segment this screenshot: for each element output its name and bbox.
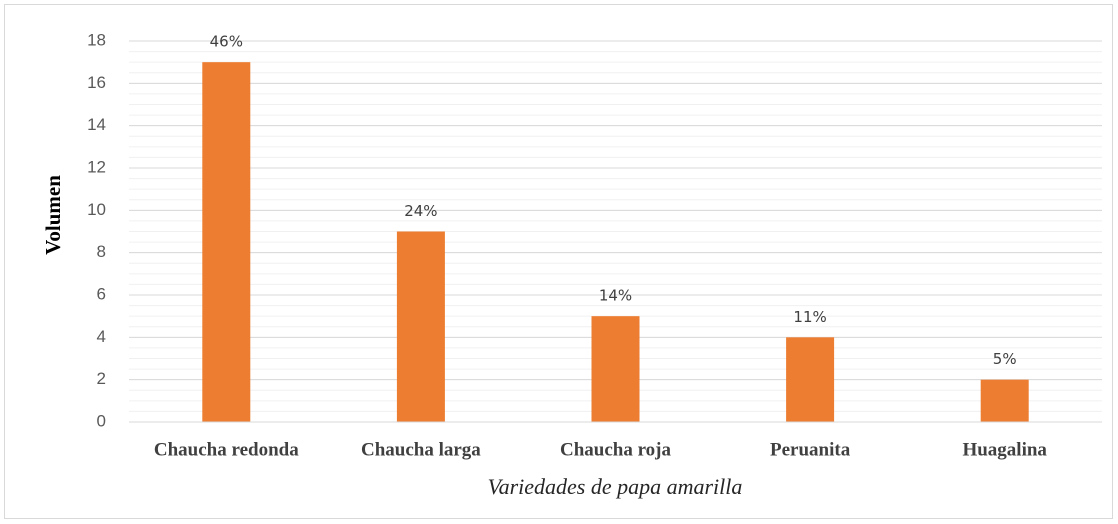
x-axis-title: Variedades de papa amarilla bbox=[488, 474, 743, 499]
y-tick-label: 12 bbox=[87, 157, 106, 176]
y-tick-label: 18 bbox=[87, 30, 106, 49]
bar bbox=[396, 231, 445, 422]
y-tick-label: 14 bbox=[87, 115, 106, 134]
y-tick-label: 0 bbox=[97, 411, 106, 430]
y-tick-label: 16 bbox=[87, 73, 106, 92]
annotation: 24% bbox=[404, 202, 437, 220]
bar bbox=[980, 379, 1029, 422]
x-tick-label: Huagalina bbox=[962, 439, 1047, 460]
chart-border bbox=[4, 4, 1113, 519]
y-tick-label: 2 bbox=[97, 369, 106, 388]
y-tick-label: 4 bbox=[97, 327, 106, 346]
annotation: 5% bbox=[993, 350, 1017, 368]
y-axis-title: Volumen bbox=[41, 175, 65, 255]
x-tick-label: Chaucha roja bbox=[560, 439, 672, 460]
x-tick-label: Peruanita bbox=[770, 439, 851, 460]
bar bbox=[591, 316, 640, 422]
annotation: 14% bbox=[599, 287, 632, 305]
annotation: 46% bbox=[210, 33, 243, 51]
x-tick-label: Chaucha larga bbox=[361, 439, 481, 460]
y-tick-label: 8 bbox=[97, 242, 106, 261]
annotation: 11% bbox=[793, 308, 826, 326]
y-tick-label: 10 bbox=[87, 200, 106, 219]
bar bbox=[202, 62, 251, 423]
x-tick-label: Chaucha redonda bbox=[154, 439, 299, 460]
bar bbox=[786, 337, 835, 422]
y-tick-label: 6 bbox=[97, 284, 106, 303]
